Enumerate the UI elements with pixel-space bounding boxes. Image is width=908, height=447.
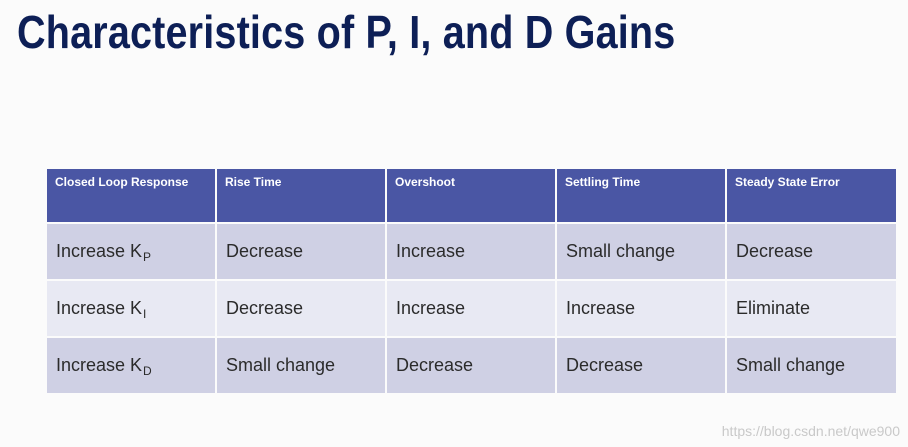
row-label-text: Increase K [56, 298, 143, 318]
row-label-text: Increase K [56, 241, 143, 261]
table-row: Increase KP Decrease Increase Small chan… [47, 224, 896, 279]
table-cell: Decrease [217, 224, 385, 279]
table-cell: Decrease [727, 224, 896, 279]
table-cell: Increase [387, 224, 555, 279]
header-closed-loop-response: Closed Loop Response [47, 169, 215, 222]
table-cell: Decrease [217, 281, 385, 336]
table-row: Increase KD Small change Decrease Decrea… [47, 338, 896, 393]
gain-subscript: I [143, 307, 147, 321]
table-cell: Increase [557, 281, 725, 336]
watermark: https://blog.csdn.net/qwe900 [721, 423, 900, 439]
table-header-row: Closed Loop Response Rise Time Overshoot… [47, 169, 896, 222]
table-cell: Small change [217, 338, 385, 393]
header-settling-time: Settling Time [557, 169, 725, 222]
pid-gains-table: Closed Loop Response Rise Time Overshoot… [45, 167, 898, 395]
header-rise-time: Rise Time [217, 169, 385, 222]
table-cell: Eliminate [727, 281, 896, 336]
row-label-kd: Increase KD [47, 338, 215, 393]
row-label-ki: Increase KI [47, 281, 215, 336]
gain-subscript: D [143, 364, 152, 378]
table-cell: Increase [387, 281, 555, 336]
row-label-text: Increase K [56, 355, 143, 375]
table-cell: Decrease [387, 338, 555, 393]
table-cell: Small change [557, 224, 725, 279]
table-row: Increase KI Decrease Increase Increase E… [47, 281, 896, 336]
gain-subscript: P [143, 250, 152, 264]
row-label-kp: Increase KP [47, 224, 215, 279]
header-overshoot: Overshoot [387, 169, 555, 222]
table-cell: Small change [727, 338, 896, 393]
table-cell: Decrease [557, 338, 725, 393]
slide-title: Characteristics of P, I, and D Gains [17, 6, 676, 58]
header-steady-state-error: Steady State Error [727, 169, 896, 222]
